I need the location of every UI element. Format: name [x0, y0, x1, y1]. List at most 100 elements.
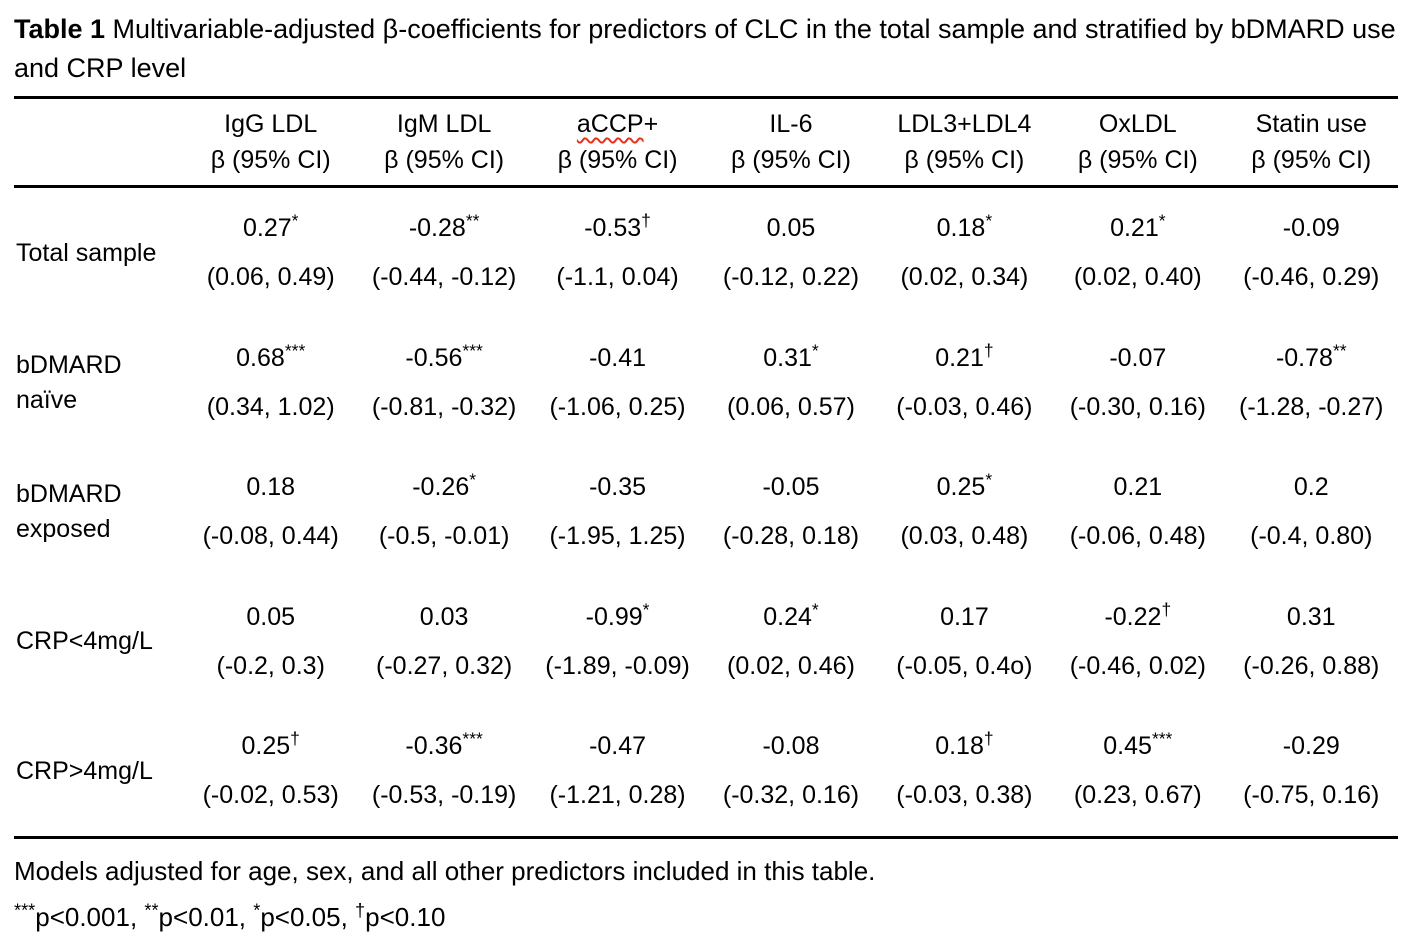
- confidence-interval: (0.03, 0.48): [900, 522, 1029, 550]
- column-header: IL-6 β (95% CI): [704, 97, 877, 187]
- beta-value: 0.25†: [241, 728, 300, 761]
- confidence-interval: (-0.03, 0.38): [896, 781, 1033, 809]
- data-cell: 0.18 (-0.08, 0.44): [184, 447, 357, 577]
- data-cell: 0.27* (0.06, 0.49): [184, 187, 357, 318]
- significance-marker: †: [290, 728, 300, 749]
- table-header: IgG LDL β (95% CI) IgM LDL β (95% CI) aCCP+ β…: [14, 97, 1398, 187]
- column-header: aCCP+ β (95% CI): [531, 97, 704, 187]
- table-title-text: Multivariable-adjusted β-coefficients fo…: [14, 14, 1396, 83]
- significance-marker: **: [465, 210, 480, 231]
- data-cell: 0.68*** (0.34, 1.02): [184, 318, 357, 448]
- significance-marker: *: [1158, 210, 1166, 231]
- significance-marker: ***: [1151, 728, 1173, 749]
- row-label: CRP>4mg/L: [16, 756, 153, 785]
- confidence-interval: (-0.81, -0.32): [371, 392, 517, 421]
- column-name: LDL3+LDL4: [897, 109, 1032, 138]
- confidence-interval: (-0.2, 0.3): [216, 651, 325, 680]
- data-cell: 0.45*** (0.23, 0.67): [1051, 706, 1224, 837]
- beta-value: -0.53†: [584, 210, 651, 243]
- significance-marker: *: [253, 899, 261, 920]
- column-name: IgG LDL: [224, 109, 318, 138]
- confidence-interval: (-0.05, 0.4o): [896, 651, 1033, 680]
- data-cell: 0.17 (-0.05, 0.4o): [878, 577, 1051, 707]
- beta-value: -0.56***: [405, 340, 483, 372]
- beta-value: -0.05: [762, 473, 820, 502]
- beta-value: 0.21: [1113, 473, 1163, 502]
- beta-value: 0.18†: [935, 728, 994, 761]
- row-label: bDMARD exposed: [16, 480, 122, 543]
- table-title-number: Table 1: [14, 14, 106, 44]
- beta-value: -0.78**: [1275, 340, 1347, 372]
- significance-marker: **: [144, 899, 159, 920]
- column-header: IgG LDL β (95% CI): [184, 97, 357, 187]
- column-name: Statin use: [1255, 109, 1367, 138]
- column-subheader: β (95% CI): [384, 146, 505, 174]
- beta-value: 0.05: [766, 214, 816, 243]
- column-subheader: β (95% CI): [730, 146, 851, 174]
- confidence-interval: (-0.27, 0.32): [376, 651, 513, 680]
- significance-marker: *: [642, 599, 650, 620]
- confidence-interval: (-0.46, 0.02): [1069, 651, 1206, 680]
- data-cell: 0.21† (-0.03, 0.46): [878, 318, 1051, 448]
- data-cell: 0.31 (-0.26, 0.88): [1225, 577, 1398, 707]
- row-label: bDMARD naïve: [16, 350, 122, 414]
- confidence-interval: (-0.30, 0.16): [1069, 392, 1206, 421]
- confidence-interval: (-0.03, 0.46): [896, 392, 1033, 421]
- confidence-interval: (-0.28, 0.18): [722, 522, 860, 550]
- document-page: Table 1 Multivariable-adjusted β-coeffic…: [14, 10, 1398, 934]
- table-header-row: IgG LDL β (95% CI) IgM LDL β (95% CI) aCCP+ β…: [14, 97, 1398, 187]
- significance-marker: †: [641, 210, 651, 231]
- column-header: LDL3+LDL4 β (95% CI): [878, 97, 1051, 187]
- data-cell: 0.21* (0.02, 0.40): [1051, 187, 1224, 318]
- data-cell: -0.35 (-1.95, 1.25): [531, 447, 704, 577]
- beta-value: -0.08: [762, 732, 820, 761]
- data-cell: 0.31* (0.06, 0.57): [704, 318, 877, 448]
- significance-marker: *: [811, 340, 819, 361]
- significance-marker: ***: [462, 728, 483, 749]
- table-title: Table 1 Multivariable-adjusted β-coeffic…: [14, 10, 1398, 88]
- data-cell: 0.05 (-0.2, 0.3): [184, 577, 357, 707]
- table-body: Total sample 0.27* (0.06, 0.49) -0.28** (-0.…: [14, 187, 1398, 838]
- data-cell: 0.25† (-0.02, 0.53): [184, 706, 357, 837]
- confidence-interval: (0.06, 0.49): [206, 263, 335, 291]
- column-subheader: β (95% CI): [904, 146, 1025, 174]
- row-label: Total sample: [16, 238, 157, 267]
- data-cell: -0.29 (-0.75, 0.16): [1225, 706, 1398, 837]
- column-name: aCCP+: [576, 109, 659, 138]
- data-cell: -0.41 (-1.06, 0.25): [531, 318, 704, 448]
- beta-value: -0.29: [1282, 732, 1340, 761]
- significance-marker: †: [355, 899, 366, 920]
- column-header: IgM LDL β (95% CI): [357, 97, 530, 187]
- data-cell: -0.09 (-0.46, 0.29): [1225, 187, 1398, 318]
- column-name: IL-6: [769, 109, 813, 138]
- confidence-interval: (-0.5, -0.01): [378, 522, 510, 550]
- confidence-interval: (-1.21, 0.28): [549, 781, 686, 809]
- coefficients-table: IgG LDL β (95% CI) IgM LDL β (95% CI) aCCP+ β…: [14, 96, 1398, 839]
- significance-marker: *: [811, 599, 819, 620]
- confidence-interval: (-1.1, 0.04): [556, 263, 679, 291]
- data-cell: -0.99* (-1.89, -0.09): [531, 577, 704, 707]
- significance-marker: *: [291, 210, 299, 231]
- significance-marker: **: [1332, 340, 1347, 361]
- confidence-interval: (-0.26, 0.88): [1243, 651, 1380, 680]
- confidence-interval: (0.23, 0.67): [1073, 781, 1202, 809]
- table-row: CRP>4mg/L 0.25† (-0.02, 0.53) -0.36*** (-0.5…: [14, 706, 1398, 837]
- beta-value: 0.21*: [1110, 210, 1166, 243]
- column-subheader: β (95% CI): [557, 146, 678, 174]
- column-subheader: β (95% CI): [1251, 146, 1372, 174]
- table-row: bDMARD exposed 0.18 (-0.08, 0.44) -0.26* (-0…: [14, 447, 1398, 577]
- table-row: Total sample 0.27* (0.06, 0.49) -0.28** (-0.…: [14, 187, 1398, 318]
- data-cell: 0.05 (-0.12, 0.22): [704, 187, 877, 318]
- confidence-interval: (0.02, 0.40): [1073, 263, 1202, 291]
- beta-value: -0.35: [589, 473, 647, 502]
- column-subheader: β (95% CI): [210, 146, 331, 174]
- confidence-interval: (-0.53, -0.19): [371, 781, 517, 809]
- beta-value: 0.17: [940, 602, 989, 631]
- data-cell: 0.18* (0.02, 0.34): [878, 187, 1051, 318]
- confidence-interval: (-1.28, -0.27): [1239, 392, 1384, 421]
- beta-value: -0.47: [589, 732, 647, 761]
- data-cell: -0.05 (-0.28, 0.18): [704, 447, 877, 577]
- confidence-interval: (-0.44, -0.12): [371, 263, 517, 291]
- significance-marker: *: [469, 469, 477, 490]
- corner-cell: [14, 97, 184, 187]
